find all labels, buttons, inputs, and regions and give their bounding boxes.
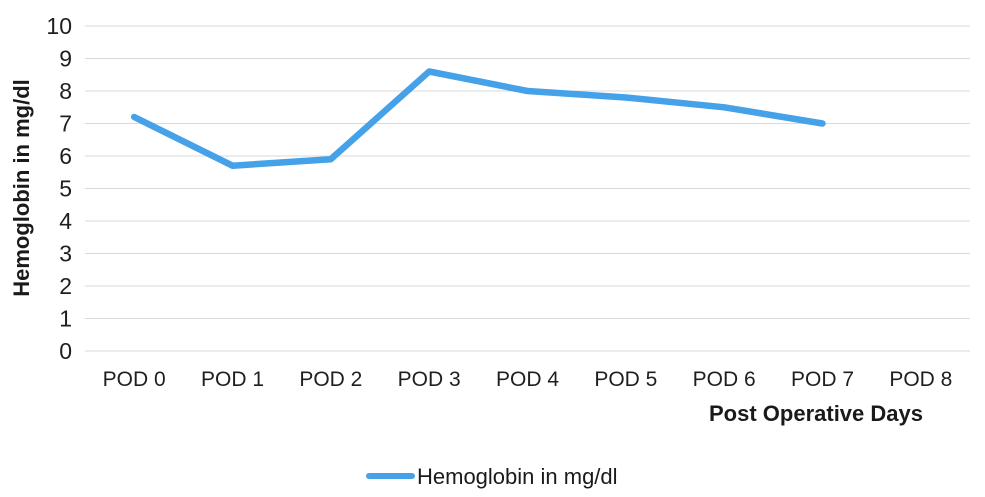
y-tick-label: 8 <box>59 78 72 104</box>
x-tick-label: POD 0 <box>103 368 166 391</box>
x-tick-label: POD 7 <box>791 368 854 391</box>
x-tick-label: POD 5 <box>594 368 657 391</box>
gridlines <box>85 25 970 352</box>
hemoglobin-series-line <box>130 68 826 169</box>
y-tick-label: 5 <box>59 176 72 202</box>
x-tick-label: POD 4 <box>496 368 559 391</box>
legend: Hemoglobin in mg/dl <box>366 464 618 489</box>
x-axis-tick-labels: POD 0 POD 1 POD 2 POD 3 POD 4 POD 5 POD 6 POD 7… <box>103 368 953 391</box>
x-tick-label: POD 3 <box>398 368 461 391</box>
legend-label: Hemoglobin in mg/dl <box>417 464 618 489</box>
y-tick-label: 7 <box>59 111 72 137</box>
x-tick-label: POD 6 <box>693 368 756 391</box>
y-tick-label: 1 <box>59 306 72 332</box>
y-axis-title: Hemoglobin in mg/dl <box>9 79 34 297</box>
y-tick-label: 0 <box>59 338 72 364</box>
y-tick-label: 3 <box>59 241 72 267</box>
x-tick-label: POD 2 <box>299 368 362 391</box>
y-tick-label: 6 <box>59 143 72 169</box>
x-axis-title: Post Operative Days <box>709 401 923 426</box>
x-tick-label: POD 1 <box>201 368 264 391</box>
y-tick-label: 2 <box>59 273 72 299</box>
x-tick-label: POD 8 <box>889 368 952 391</box>
y-tick-label: 10 <box>46 13 72 39</box>
y-tick-label: 9 <box>59 46 72 72</box>
y-tick-label: 4 <box>59 208 72 234</box>
y-axis-tick-labels: 0 1 2 3 4 5 6 7 8 9 10 <box>46 13 72 364</box>
